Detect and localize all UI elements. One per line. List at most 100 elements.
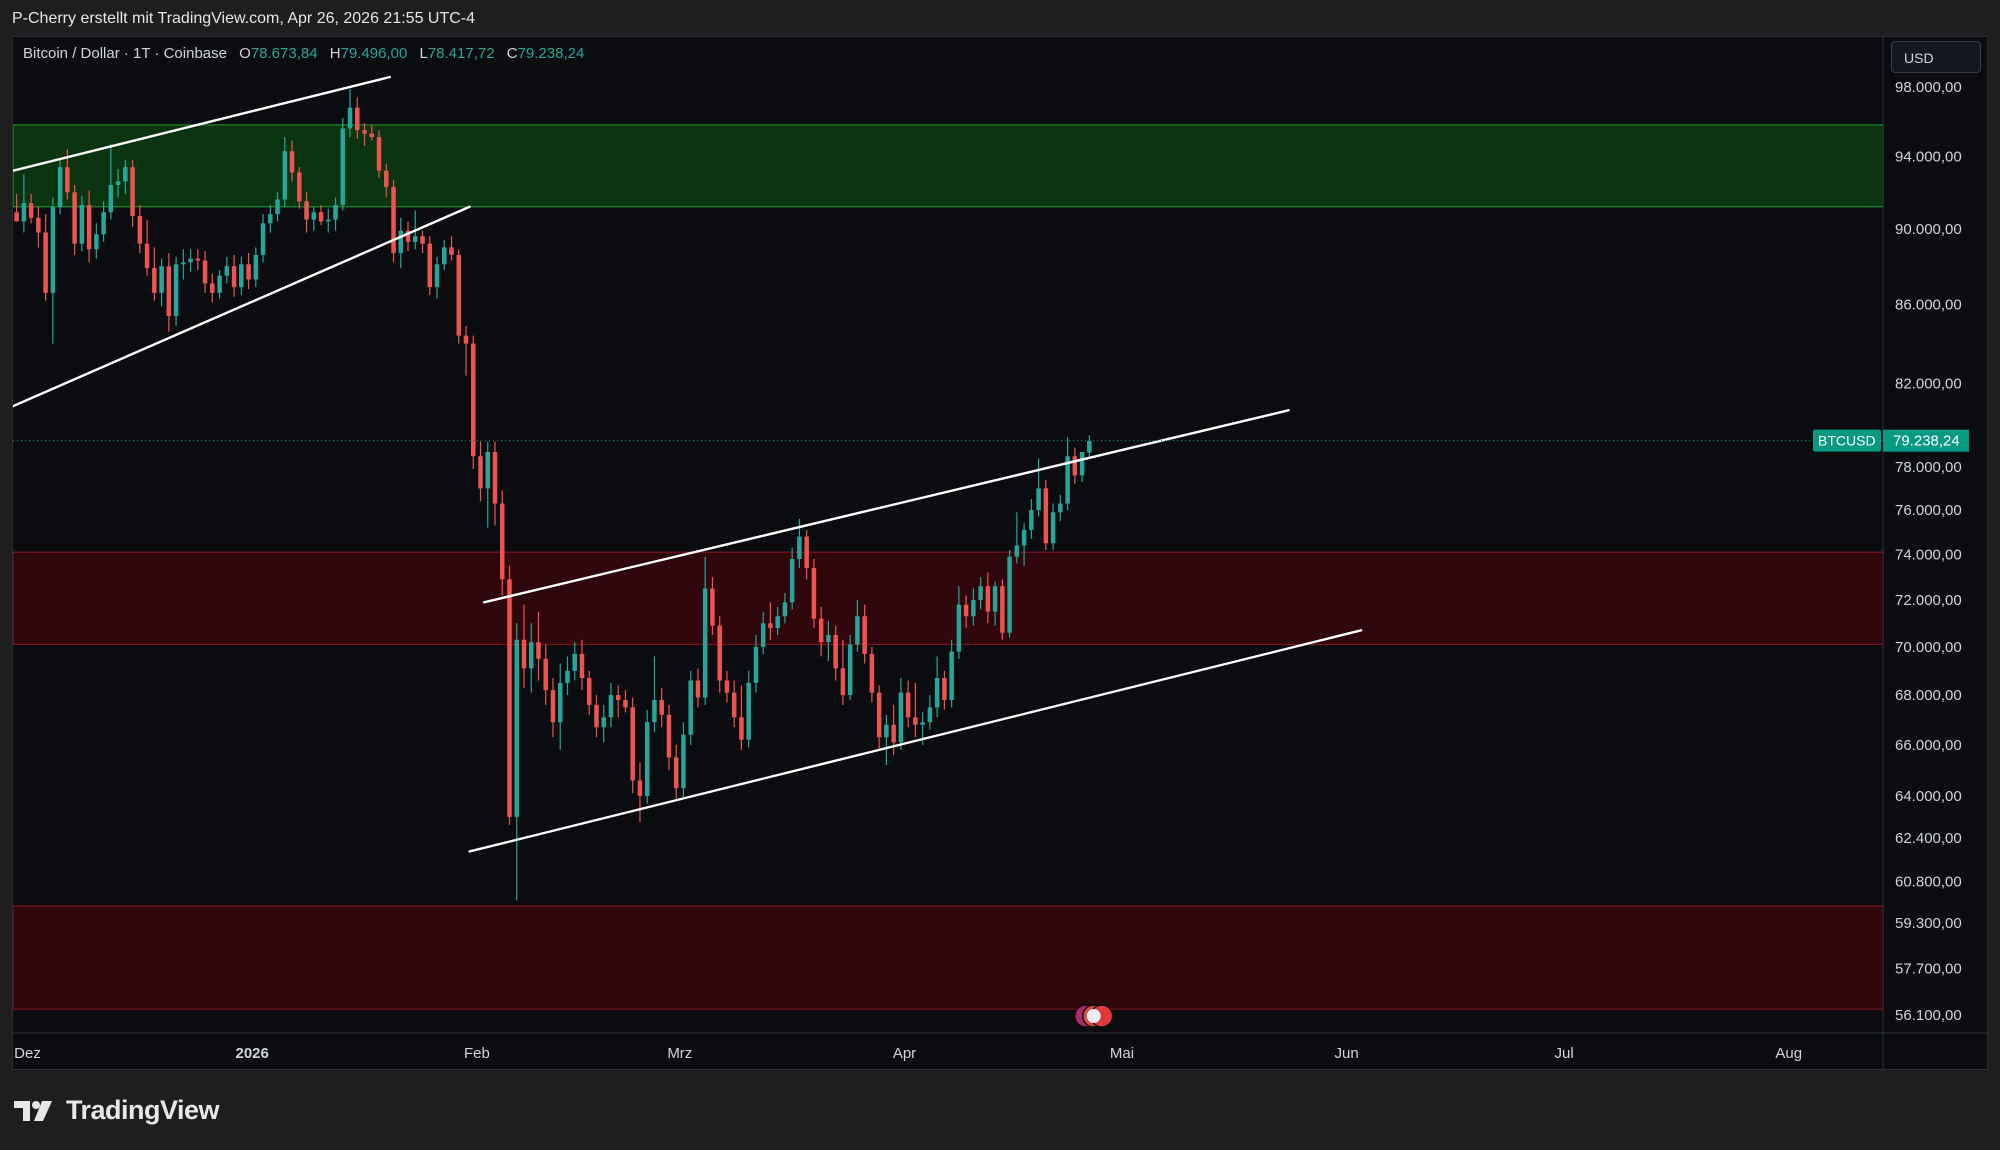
candle bbox=[978, 577, 983, 610]
candle-body bbox=[398, 230, 404, 254]
candle-body bbox=[579, 654, 585, 679]
candle-body bbox=[550, 690, 556, 723]
candle bbox=[521, 604, 527, 688]
candle bbox=[14, 194, 19, 222]
candle bbox=[1079, 452, 1085, 482]
candle-body bbox=[137, 215, 143, 244]
candle bbox=[159, 258, 164, 307]
candle bbox=[630, 697, 635, 794]
candle bbox=[21, 174, 27, 233]
price-tick-label: 62.400,00 bbox=[1895, 830, 1962, 847]
mid-zone bbox=[13, 551, 1884, 646]
candle-body bbox=[282, 151, 288, 200]
candle-body bbox=[304, 201, 309, 220]
candle bbox=[652, 656, 657, 733]
candle bbox=[333, 197, 338, 231]
candle-body bbox=[557, 682, 563, 723]
candle bbox=[311, 206, 317, 231]
candle bbox=[1029, 499, 1034, 539]
candle bbox=[195, 249, 201, 270]
price-tick-label: 94.000,00 bbox=[1895, 148, 1962, 165]
candle-body bbox=[318, 212, 324, 222]
symbol-badge bbox=[1813, 429, 1881, 452]
flag-icon bbox=[1086, 1009, 1101, 1023]
candle-body bbox=[297, 172, 302, 202]
current-price-badge bbox=[1883, 429, 1969, 452]
candle-body bbox=[36, 217, 41, 233]
candle-body bbox=[1058, 503, 1063, 513]
candle bbox=[934, 656, 940, 718]
price-tick-label: 68.000,00 bbox=[1895, 687, 1962, 704]
candle bbox=[579, 639, 585, 691]
candle bbox=[391, 179, 396, 263]
candle bbox=[753, 635, 759, 693]
candle-body bbox=[79, 204, 85, 244]
price-tick-label: 66.000,00 bbox=[1895, 737, 1962, 754]
candle-body bbox=[130, 167, 135, 216]
legend-close-label: C bbox=[506, 45, 518, 62]
candle bbox=[369, 124, 375, 141]
current-price-label: 79.238,24 bbox=[1893, 433, 1960, 450]
trendline[interactable] bbox=[13, 205, 471, 408]
candle-body bbox=[1021, 529, 1027, 546]
candle bbox=[202, 251, 208, 293]
candle bbox=[420, 230, 425, 254]
time-tick-label: Apr bbox=[893, 1045, 916, 1062]
price-tick-label: 57.700,00 bbox=[1895, 960, 1962, 977]
economic-events-icon[interactable] bbox=[1073, 1004, 1114, 1028]
candle-body bbox=[789, 558, 795, 603]
ohlc-legend: Bitcoin / Dollar · 1T · Coinbase O78.673… bbox=[23, 45, 584, 62]
trendline[interactable] bbox=[13, 75, 392, 172]
candle-body bbox=[449, 247, 454, 255]
candle-body bbox=[992, 586, 998, 612]
candle-body bbox=[840, 668, 846, 696]
legend-open-value: 78.673,84 bbox=[250, 45, 318, 62]
candle bbox=[710, 577, 715, 636]
candle bbox=[28, 194, 34, 224]
candle-body bbox=[499, 503, 505, 580]
candle bbox=[695, 668, 701, 708]
candle-body bbox=[710, 588, 715, 626]
candle-body bbox=[847, 644, 853, 696]
candle bbox=[760, 611, 766, 655]
candle bbox=[36, 206, 41, 248]
candle-body bbox=[1036, 488, 1041, 511]
candle-body bbox=[594, 704, 599, 728]
candle-body bbox=[514, 639, 519, 817]
candle bbox=[355, 97, 360, 139]
candle-body bbox=[623, 700, 628, 708]
candle bbox=[144, 219, 150, 276]
candle bbox=[731, 680, 737, 728]
candle-body bbox=[804, 536, 809, 568]
candle-body bbox=[362, 130, 367, 134]
time-tick-label: Jul bbox=[1554, 1045, 1573, 1062]
resistance-zone bbox=[13, 124, 1884, 208]
currency-button[interactable]: USD bbox=[1891, 41, 1981, 73]
candle-body bbox=[971, 600, 976, 617]
candle bbox=[485, 441, 490, 528]
symbol-badge-label: BTCUSD bbox=[1818, 433, 1876, 449]
candle-body bbox=[1043, 488, 1049, 544]
candle bbox=[376, 130, 382, 178]
candle bbox=[282, 137, 288, 207]
chart-frame[interactable]: 98.000,00 94.000,00 90.000,00 86.000,00 82.0… bbox=[12, 36, 1989, 1071]
candle bbox=[1065, 437, 1070, 511]
candle-body bbox=[253, 254, 259, 280]
price-tick-label: 82.000,00 bbox=[1895, 376, 1962, 393]
candle-body bbox=[442, 247, 447, 265]
candle bbox=[1000, 579, 1005, 640]
candle-body bbox=[166, 266, 172, 317]
candle-body bbox=[188, 258, 193, 263]
trendline[interactable] bbox=[468, 629, 1363, 853]
legend-low-label: L bbox=[419, 45, 428, 62]
candle bbox=[246, 253, 251, 290]
candle bbox=[594, 695, 599, 738]
price-tick-label: 90.000,00 bbox=[1895, 221, 1962, 238]
candle-body bbox=[855, 616, 860, 645]
trendline[interactable] bbox=[482, 409, 1290, 604]
price-tick-label: 64.000,00 bbox=[1895, 788, 1962, 805]
candle bbox=[398, 217, 404, 269]
price-chart[interactable]: 98.000,00 94.000,00 90.000,00 86.000,00 82.0… bbox=[13, 37, 1989, 1071]
candle bbox=[72, 185, 77, 255]
candle-body bbox=[101, 212, 106, 235]
